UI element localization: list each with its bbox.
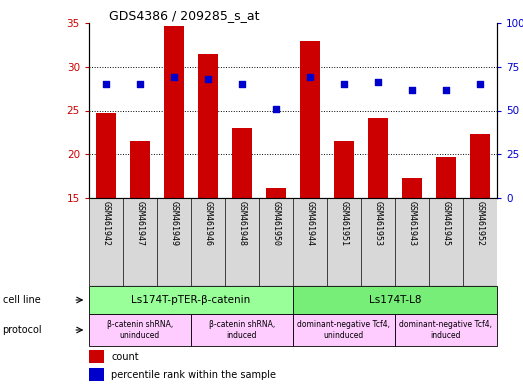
Text: GSM461953: GSM461953 (373, 200, 382, 246)
Text: Ls174T-L8: Ls174T-L8 (369, 295, 421, 305)
Bar (191, 314, 293, 346)
Text: Ls174T-pTER-β-catenin: Ls174T-pTER-β-catenin (131, 295, 251, 305)
Text: β-catenin shRNA,
uninduced: β-catenin shRNA, uninduced (107, 320, 173, 340)
Bar (198, 54, 218, 329)
Text: GSM461950: GSM461950 (271, 200, 280, 246)
Bar (402, 178, 422, 329)
Point (203, 76, 212, 82)
Text: GSM461946: GSM461946 (203, 200, 212, 246)
Text: protocol: protocol (3, 325, 42, 335)
Text: dominant-negative Tcf4,
uninduced: dominant-negative Tcf4, uninduced (298, 320, 390, 340)
Bar (89, 314, 191, 346)
Point (407, 86, 416, 93)
Bar (89, 367, 104, 381)
Point (441, 86, 450, 93)
Text: GSM461943: GSM461943 (407, 200, 416, 246)
Text: percentile rank within the sample: percentile rank within the sample (111, 369, 276, 379)
Bar (470, 134, 490, 329)
Bar (300, 40, 320, 329)
Bar (334, 141, 354, 329)
Text: β-catenin shRNA,
induced: β-catenin shRNA, induced (209, 320, 275, 340)
Point (271, 106, 280, 112)
Bar (395, 314, 497, 346)
Point (237, 81, 246, 87)
Bar (232, 128, 252, 329)
Bar (89, 350, 104, 363)
Text: GSM461948: GSM461948 (237, 200, 246, 246)
Bar (266, 189, 286, 329)
Text: count: count (111, 352, 139, 362)
Text: dominant-negative Tcf4,
induced: dominant-negative Tcf4, induced (400, 320, 492, 340)
Point (169, 74, 178, 80)
Point (475, 81, 484, 87)
Text: GSM461947: GSM461947 (135, 200, 144, 246)
Text: cell line: cell line (3, 295, 40, 305)
Point (135, 81, 144, 87)
Bar (96, 113, 116, 329)
Bar (89, 286, 293, 314)
Bar (164, 26, 184, 329)
Text: GSM461944: GSM461944 (305, 200, 314, 246)
Bar (293, 286, 497, 314)
Point (101, 81, 110, 87)
Point (339, 81, 348, 87)
Bar (436, 157, 456, 329)
Text: GSM461949: GSM461949 (169, 200, 178, 246)
Text: GSM461942: GSM461942 (101, 200, 110, 246)
Point (305, 74, 314, 80)
Bar (130, 141, 150, 329)
Bar (368, 118, 388, 329)
Point (373, 79, 382, 86)
Bar (293, 314, 395, 346)
Text: GDS4386 / 209285_s_at: GDS4386 / 209285_s_at (109, 9, 260, 22)
Text: GSM461952: GSM461952 (475, 200, 484, 246)
Text: GSM461951: GSM461951 (339, 200, 348, 246)
Text: GSM461945: GSM461945 (441, 200, 450, 246)
